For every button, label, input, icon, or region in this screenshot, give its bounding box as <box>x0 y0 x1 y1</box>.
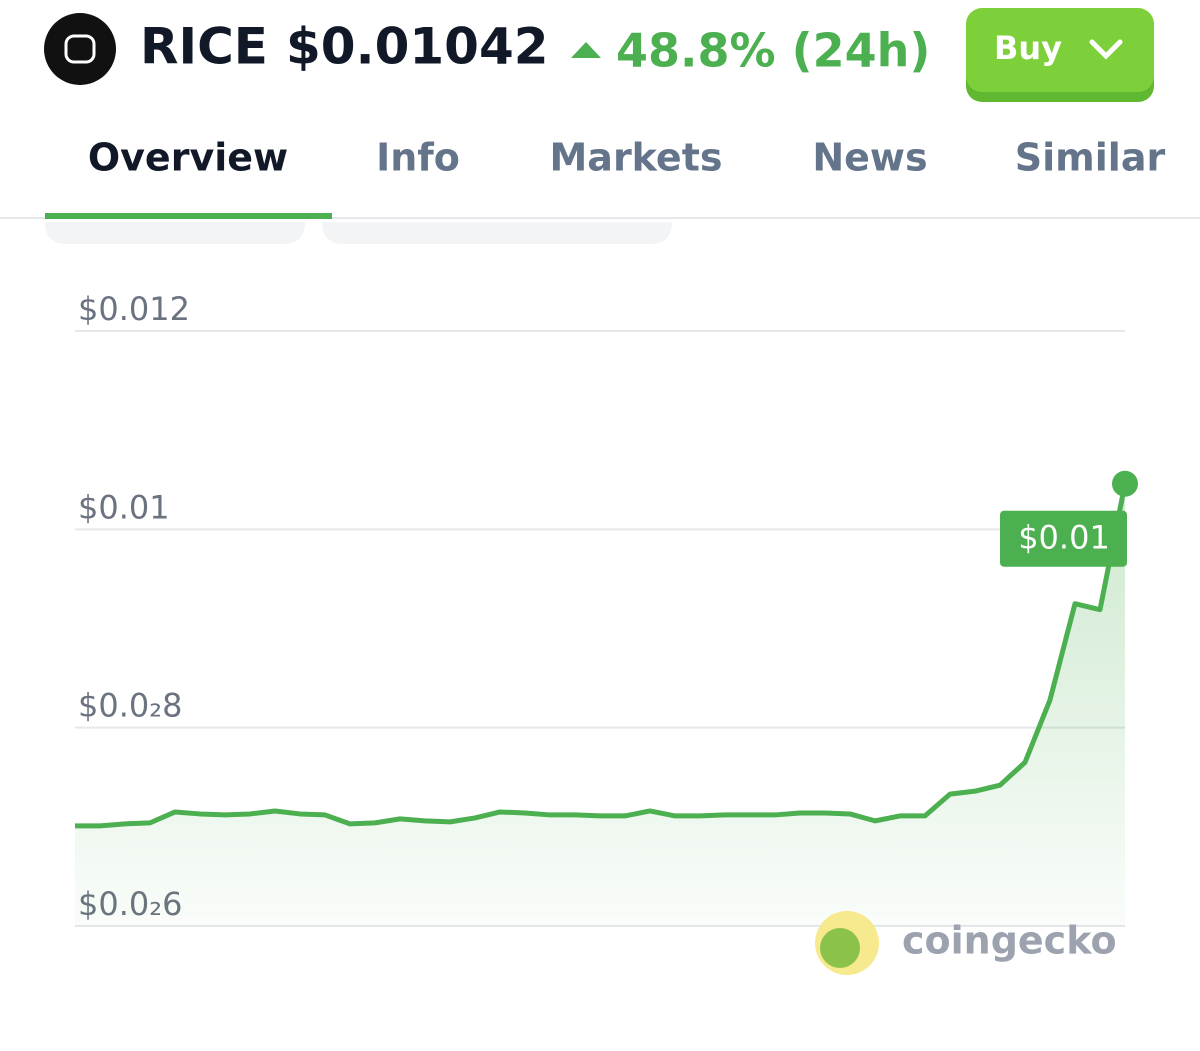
buy-label[interactable]: Buy <box>994 29 1062 67</box>
tab[interactable]: Info <box>376 136 460 180</box>
price-tooltip-label: $0.01 <box>1018 519 1110 557</box>
watermark: coingecko <box>902 919 1117 963</box>
tab[interactable]: Similar <box>1015 136 1166 180</box>
coin-price: $0.01042 <box>286 18 549 76</box>
chart: $0.0₂6$0.0₂8$0.01$0.012$0.01 <box>75 290 1138 927</box>
pill <box>322 222 672 244</box>
active-tab-indicator <box>45 213 332 219</box>
tab[interactable]: Markets <box>549 136 722 180</box>
price-tooltip <box>1000 510 1127 567</box>
tab[interactable]: News <box>812 136 927 180</box>
y-tick-label: $0.0₂8 <box>78 687 182 725</box>
pill <box>45 222 305 244</box>
gecko-logo-head <box>820 928 860 968</box>
last-point <box>1112 470 1138 497</box>
tab[interactable]: Overview <box>88 136 288 180</box>
up-arrow <box>571 42 601 58</box>
buy-button[interactable] <box>966 8 1154 92</box>
y-tick-label: $0.01 <box>78 488 170 526</box>
area <box>75 483 1125 926</box>
tabs: Overview Info Markets News Similar <box>88 136 1166 180</box>
coin-icon-glyph <box>64 34 96 64</box>
buy-chevron[interactable] <box>1089 39 1123 60</box>
y-tick-label: $0.012 <box>78 290 190 328</box>
coin-name: RICE <box>140 18 268 76</box>
price-line <box>75 483 1128 829</box>
coin-icon <box>44 13 116 85</box>
price-change: 48.8% (24h) <box>616 24 930 78</box>
